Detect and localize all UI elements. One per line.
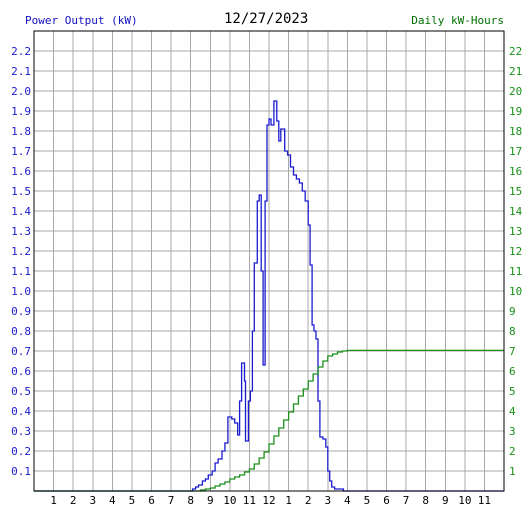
- y-right-tick-label: 16: [509, 165, 522, 178]
- y-right-tick-label: 3: [509, 425, 516, 438]
- y-right-tick-label: 11: [509, 265, 522, 278]
- x-tick-label: 2: [305, 494, 312, 507]
- chart-title-date: 12/27/2023: [224, 11, 309, 27]
- energy-series-line: [34, 349, 504, 492]
- y-right-tick-label: 22: [509, 45, 522, 58]
- x-tick-label: 10: [223, 494, 236, 507]
- y-left-tick-label: 0.7: [11, 345, 31, 358]
- y-left-tick-label: 0.1: [11, 465, 31, 478]
- y-right-tick-label: 5: [509, 385, 516, 398]
- y-left-tick-label: 0.6: [11, 365, 31, 378]
- y-right-tick-label: 1: [509, 465, 516, 478]
- x-tick-label: 7: [168, 494, 175, 507]
- x-tick-label: 3: [89, 494, 96, 507]
- y-left-tick-label: 1.2: [11, 245, 31, 258]
- y-left-tick-label: 2.1: [11, 65, 31, 78]
- x-tick-label: 1: [285, 494, 292, 507]
- x-tick-label: 4: [109, 494, 116, 507]
- x-tick-label: 6: [148, 494, 155, 507]
- y-left-tick-label: 0.2: [11, 445, 31, 458]
- x-tick-label: 6: [383, 494, 390, 507]
- y-left-tick-label: 1.4: [11, 205, 31, 218]
- x-tick-label: 11: [478, 494, 491, 507]
- y-left-tick-label: 1.3: [11, 225, 31, 238]
- x-tick-label: 12: [262, 494, 275, 507]
- y-right-tick-label: 19: [509, 105, 522, 118]
- y-right-tick-label: 12: [509, 245, 522, 258]
- y-left-tick-label: 1.5: [11, 185, 31, 198]
- x-tick-label: 7: [403, 494, 410, 507]
- y-left-tick-label: 1.9: [11, 105, 31, 118]
- tick-labels: 0.1 0.2 0.3 0.4 0.5 0.6 0.7 0.8 0.9 1.0 1.1 1.2 1.3 1…: [11, 45, 522, 507]
- y-left-tick-label: 0.8: [11, 325, 31, 338]
- x-tick-label: 1: [50, 494, 57, 507]
- x-tick-label: 9: [442, 494, 449, 507]
- y-right-tick-label: 9: [509, 305, 516, 318]
- y-left-tick-label: 1.7: [11, 145, 31, 158]
- y-left-tick-label: 0.3: [11, 425, 31, 438]
- x-tick-label: 3: [324, 494, 331, 507]
- y-right-tick-label: 7: [509, 345, 516, 358]
- y-right-tick-label: 4: [509, 405, 516, 418]
- y-left-tick-label: 1.8: [11, 125, 31, 138]
- y-right-tick-label: 15: [509, 185, 522, 198]
- y-left-tick-label: 1.6: [11, 165, 31, 178]
- y-right-tick-label: 2: [509, 445, 516, 458]
- y-left-tick-label: 0.9: [11, 305, 31, 318]
- axes: [33, 30, 505, 492]
- x-tick-label: 8: [187, 494, 194, 507]
- y-right-tick-label: 13: [509, 225, 522, 238]
- series-layer: [34, 100, 504, 492]
- y-right-tick-label: 10: [509, 285, 522, 298]
- x-tick-label: 4: [344, 494, 351, 507]
- plot-frame: [33, 30, 505, 492]
- y-left-tick-label: 1.0: [11, 285, 31, 298]
- y-axis-right-title: Daily kW-Hours: [411, 14, 504, 27]
- y-right-tick-label: 18: [509, 125, 522, 138]
- y-left-tick-label: 0.4: [11, 405, 31, 418]
- y-right-tick-label: 6: [509, 365, 516, 378]
- x-tick-label: 2: [70, 494, 77, 507]
- x-tick-label: 8: [422, 494, 429, 507]
- y-axis-left-title: Power Output (kW): [25, 14, 138, 27]
- y-left-tick-label: 0.5: [11, 385, 31, 398]
- y-right-tick-label: 17: [509, 145, 522, 158]
- y-right-tick-label: 14: [509, 205, 523, 218]
- x-tick-label: 10: [458, 494, 471, 507]
- y-right-tick-label: 21: [509, 65, 522, 78]
- power-series-line: [34, 100, 504, 492]
- y-left-tick-label: 1.1: [11, 265, 31, 278]
- y-left-tick-label: 2.0: [11, 85, 31, 98]
- x-tick-label: 5: [129, 494, 136, 507]
- y-right-tick-label: 20: [509, 85, 522, 98]
- y-left-tick-label: 2.2: [11, 45, 31, 58]
- x-tick-label: 5: [364, 494, 371, 507]
- y-right-tick-label: 8: [509, 325, 516, 338]
- grid: [34, 31, 504, 491]
- x-tick-label: 9: [207, 494, 214, 507]
- x-tick-label: 11: [243, 494, 256, 507]
